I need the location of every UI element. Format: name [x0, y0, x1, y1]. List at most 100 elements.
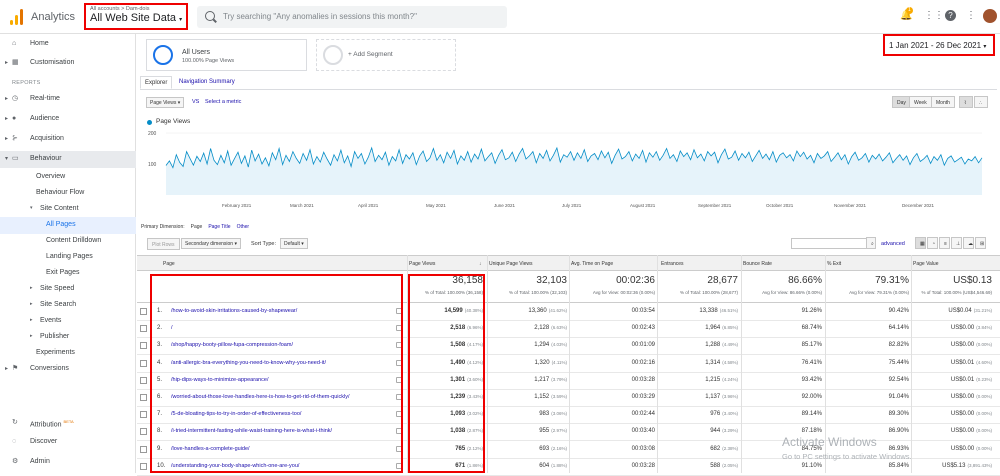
- help-icon[interactable]: ?: [945, 10, 956, 21]
- row-checkbox[interactable]: [140, 411, 147, 419]
- page-link[interactable]: /how-to-avoid-skin-irritations-caused-by…: [171, 308, 298, 314]
- open-page-icon[interactable]: [396, 394, 402, 400]
- cell-page-value: US$0.04 (31.21%): [948, 308, 992, 314]
- sidebar-item-behaviour[interactable]: ▾ ▭ Behaviour: [0, 151, 136, 168]
- sidebar-item-overview[interactable]: Overview: [36, 173, 66, 180]
- search-bar[interactable]: Try searching "Any anomalies in sessions…: [197, 6, 507, 28]
- comparison-view-icon[interactable]: ⊥: [951, 237, 962, 249]
- tab-navigation-summary[interactable]: Navigation Summary: [179, 79, 235, 85]
- col-header-bounce-rate[interactable]: Bounce Rate: [743, 261, 772, 267]
- sidebar-item-discover[interactable]: ◌ Discover: [12, 438, 58, 445]
- plot-rows-button[interactable]: Plot Rows: [147, 238, 180, 250]
- table-view-icon[interactable]: ▦: [915, 237, 926, 249]
- chevron-right-icon: ▸: [5, 60, 9, 66]
- dim-page[interactable]: Page: [190, 224, 203, 230]
- col-header-unique-page-views[interactable]: Unique Page Views: [489, 261, 533, 267]
- col-header-page-views[interactable]: Page Views: [409, 261, 436, 267]
- secondary-dimension-dropdown[interactable]: Secondary dimension ▾: [181, 238, 241, 249]
- row-checkbox[interactable]: [140, 342, 147, 350]
- page-link[interactable]: /5-de-bloating-tips-to-try-in-order-of-e…: [171, 411, 302, 418]
- advanced-link[interactable]: advanced: [881, 241, 905, 247]
- table-header: Page Page Views ↓ Unique Page Views Avg.…: [137, 255, 1000, 271]
- sidebar-item-landing-pages[interactable]: Landing Pages: [46, 253, 93, 260]
- sidebar-item-audience[interactable]: ▸ ● Audience: [5, 115, 60, 122]
- account-selector[interactable]: All accounts > Dam-dois All Web Site Dat…: [84, 3, 188, 30]
- cell-page-value: US$0.00 (0.00%): [950, 445, 992, 452]
- apps-grid-icon[interactable]: ⋮⋮: [924, 10, 944, 21]
- sidebar-item-publisher[interactable]: ▸ Publisher: [30, 333, 70, 340]
- sidebar-item-site-speed[interactable]: ▸ Site Speed: [30, 285, 75, 292]
- dim-other[interactable]: Other: [236, 224, 250, 230]
- x-tick-label: April 2021: [358, 203, 379, 208]
- row-checkbox[interactable]: [140, 428, 147, 436]
- table-search-input[interactable]: [791, 238, 871, 249]
- page-link[interactable]: /understanding-your-body-shape-which-one…: [171, 462, 300, 469]
- row-checkbox[interactable]: [140, 376, 147, 384]
- open-page-icon[interactable]: [396, 462, 402, 469]
- sidebar-item-home[interactable]: ⌂ Home: [12, 40, 49, 47]
- sidebar-item-realtime[interactable]: ▸ ◷ Real-time: [5, 95, 60, 102]
- metric-dropdown[interactable]: Page Views ▾: [146, 97, 185, 108]
- pivot-view-icon[interactable]: ⊞: [975, 237, 986, 249]
- sidebar-item-behaviour-flow[interactable]: Behaviour Flow: [36, 189, 85, 196]
- avatar[interactable]: [983, 9, 997, 23]
- week-button[interactable]: Week: [909, 96, 932, 108]
- page-link[interactable]: /love-handles-a-complete-guide/: [171, 445, 250, 452]
- select-metric-link[interactable]: Select a metric: [205, 99, 242, 105]
- tab-explorer[interactable]: Explorer: [140, 76, 173, 89]
- dim-page-title[interactable]: Page Title: [208, 224, 231, 230]
- sidebar-item-conversions[interactable]: ▸ ⚑ Conversions: [5, 365, 69, 372]
- sidebar-item-admin[interactable]: ⚙ Admin: [12, 458, 50, 465]
- page-link[interactable]: /worried-about-those-love-handles-here-i…: [171, 394, 350, 400]
- open-page-icon[interactable]: [396, 308, 402, 314]
- line-chart-icon[interactable]: ⌇: [959, 96, 973, 108]
- page-link[interactable]: /anti-allergic-bra-everything-you-need-t…: [171, 359, 326, 366]
- table-row: 9. /love-handles-a-complete-guide/765 (2.1…: [137, 441, 1000, 459]
- term-cloud-view-icon[interactable]: ☁: [963, 237, 974, 249]
- row-checkbox[interactable]: [140, 394, 147, 401]
- scatter-chart-icon[interactable]: ∴: [974, 96, 988, 108]
- sidebar-item-acquisition[interactable]: ▸ ⊱ Acquisition: [5, 135, 64, 142]
- open-page-icon[interactable]: [396, 376, 402, 383]
- open-page-icon[interactable]: [396, 428, 402, 435]
- performance-view-icon[interactable]: ≡: [939, 237, 950, 249]
- percentage-view-icon[interactable]: ◔: [927, 237, 938, 249]
- col-header-exit[interactable]: % Exit: [827, 261, 842, 267]
- open-page-icon[interactable]: [396, 411, 402, 418]
- table-search-icon[interactable]: ⌕: [866, 237, 876, 249]
- sidebar-item-customisation[interactable]: ▸ ▦ Customisation: [5, 59, 75, 66]
- add-segment-button[interactable]: + Add Segment: [316, 39, 456, 71]
- col-header-page-value[interactable]: Page Value: [913, 261, 939, 267]
- sidebar-item-events[interactable]: ▸ Events: [30, 317, 62, 324]
- col-header-page[interactable]: Page: [163, 261, 175, 267]
- sidebar-item-experiments[interactable]: Experiments: [36, 349, 75, 356]
- row-checkbox[interactable]: [140, 308, 147, 315]
- open-page-icon[interactable]: [396, 359, 402, 366]
- col-header-avg-time[interactable]: Avg. Time on Page: [571, 261, 614, 267]
- open-page-icon[interactable]: [396, 342, 402, 349]
- row-checkbox[interactable]: [140, 325, 147, 333]
- page-link[interactable]: /i-tried-intermittent-fasting-while-wais…: [171, 428, 333, 435]
- sidebar-item-all-pages[interactable]: All Pages: [0, 217, 136, 234]
- page-link[interactable]: /hip-dips-ways-to-minimize-appearance/: [171, 376, 269, 383]
- segment-all-users[interactable]: All Users 100.00% Page Views: [146, 39, 307, 71]
- sidebar-item-content-drilldown[interactable]: Content Drilldown: [46, 237, 102, 244]
- sidebar-item-attribution[interactable]: ↻ Attribution BETA: [12, 419, 74, 429]
- open-page-icon[interactable]: [396, 325, 402, 332]
- sidebar-item-exit-pages[interactable]: Exit Pages: [46, 269, 80, 276]
- date-range-selector[interactable]: 1 Jan 2021 - 26 Dec 2021 ▾: [883, 34, 995, 56]
- col-header-entrances[interactable]: Entrances: [661, 261, 684, 267]
- more-vert-icon[interactable]: ⋮: [966, 10, 976, 21]
- month-button[interactable]: Month: [931, 96, 955, 108]
- sort-type-dropdown[interactable]: Default ▾: [280, 238, 308, 249]
- notifications-bell-icon[interactable]: 🔔 1: [900, 7, 913, 21]
- page-link[interactable]: /: [171, 325, 173, 332]
- cell-entrances: 976 (3.40%): [710, 411, 738, 418]
- sidebar-item-site-search[interactable]: ▸ Site Search: [30, 301, 77, 308]
- sidebar-item-site-content[interactable]: ▾ Site Content: [30, 205, 79, 212]
- page-link[interactable]: /shop/happy-booty-pillow-fupa-compressio…: [171, 342, 293, 349]
- open-page-icon[interactable]: [396, 445, 402, 452]
- row-checkbox[interactable]: [140, 462, 147, 470]
- row-checkbox[interactable]: [140, 445, 147, 453]
- row-checkbox[interactable]: [140, 359, 147, 367]
